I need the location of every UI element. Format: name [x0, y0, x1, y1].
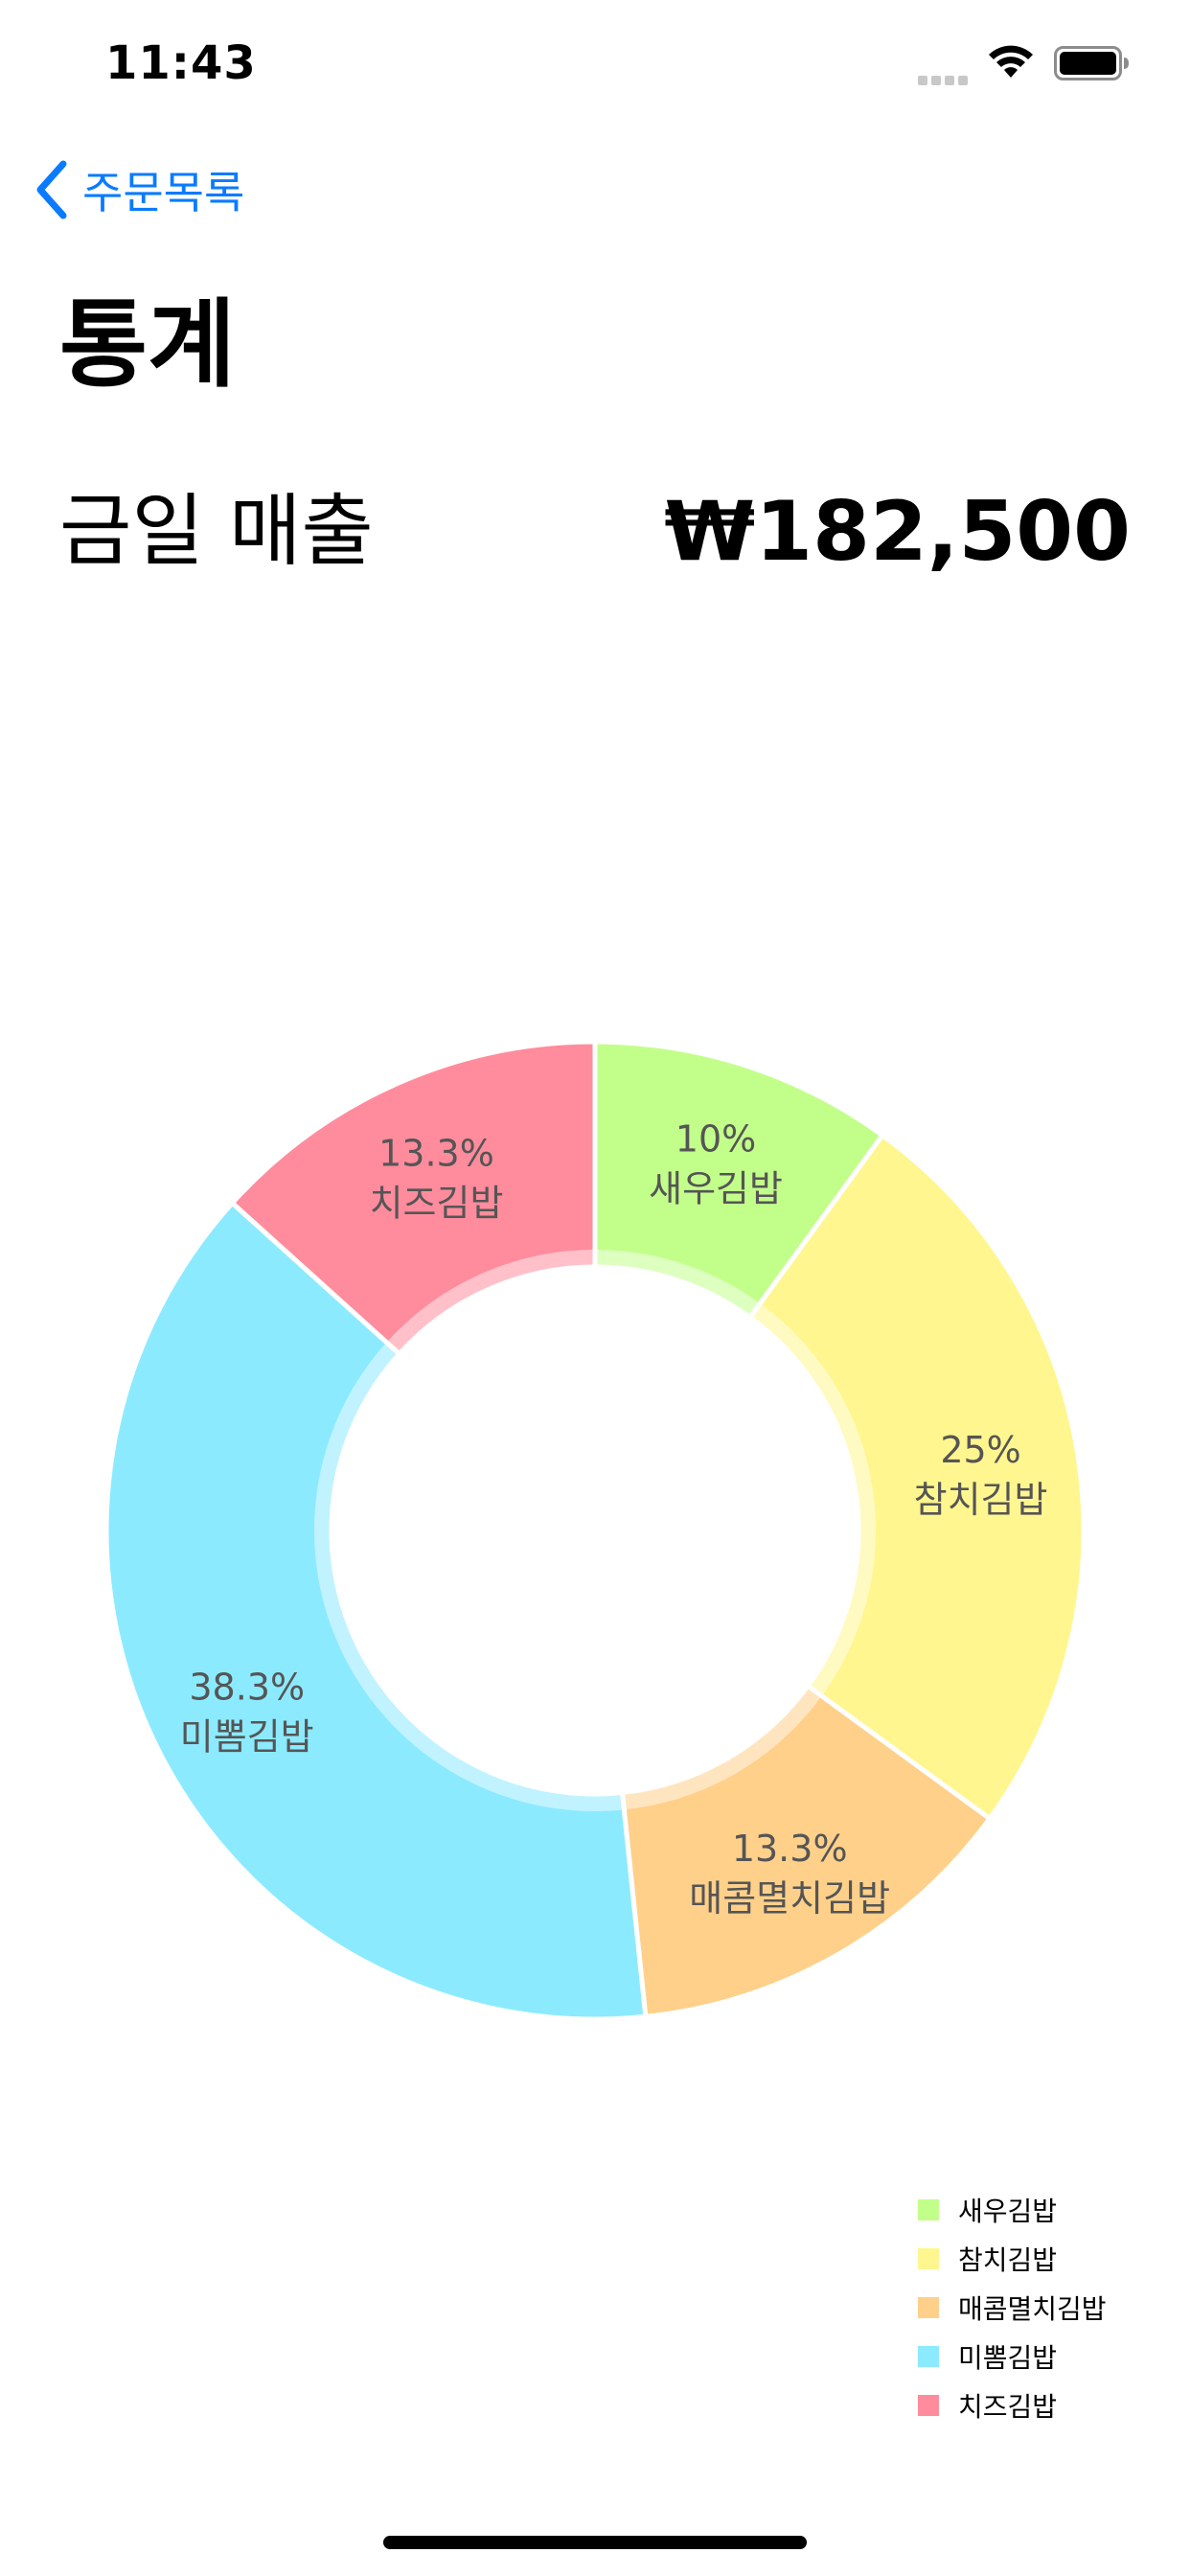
- page-title: 통계: [59, 288, 236, 401]
- slice-category-label-2: 참치김밥: [914, 1479, 1048, 1521]
- legend-item-2: 참치김밥: [918, 2234, 1107, 2283]
- legend-label-4: 미뽐김밥: [958, 2341, 1058, 2374]
- slice-percent-label-4: 38.3%: [189, 1667, 305, 1709]
- wifi-icon: [989, 45, 1033, 78]
- donut-slice-inner-band-3: [621, 1681, 822, 1810]
- donut-slice-inner-band-5: [386, 1250, 596, 1360]
- battery-icon: [1054, 46, 1129, 80]
- legend-swatch-3: [918, 2296, 939, 2318]
- slice-percent-label-2: 25%: [940, 1429, 1020, 1471]
- back-button[interactable]: 주문목록: [34, 155, 244, 224]
- slice-percent-label-5: 13.3%: [378, 1133, 494, 1175]
- slice-percent-label-1: 10%: [675, 1117, 756, 1160]
- sales-label: 금일 매출: [59, 486, 374, 577]
- home-indicator: [383, 2536, 807, 2549]
- legend-swatch-1: [918, 2198, 939, 2220]
- legend-label-5: 치즈김밥: [958, 2390, 1058, 2423]
- legend-item-1: 새우김밥: [918, 2185, 1107, 2234]
- donut-slice-3: [619, 1682, 994, 2020]
- legend-item-5: 치즈김밥: [918, 2380, 1107, 2429]
- slice-category-label-4: 미뽐김밥: [180, 1716, 314, 1759]
- cellular-signal-icon: [918, 71, 975, 85]
- status-bar: 11:43: [0, 0, 1190, 126]
- chevron-left-icon: [36, 160, 67, 219]
- donut-slice-inner-band-4: [314, 1342, 625, 1811]
- status-time: 11:43: [105, 36, 257, 90]
- legend-swatch-4: [918, 2345, 939, 2367]
- donut-slice-inner-band-1: [594, 1250, 761, 1324]
- legend-item-4: 미뽐김밥: [918, 2332, 1107, 2380]
- donut-chart: 10% 새우김밥 25% 참치김밥 13.3% 매콤멸치김밥 38.3% 미뽐김밥 13.3% 치…: [103, 1039, 1087, 2022]
- sales-value: ₩182,500: [664, 484, 1131, 580]
- back-label: 주문목록: [82, 167, 245, 218]
- donut-slice-2: [746, 1132, 1087, 1823]
- legend-label-1: 새우김밥: [958, 2195, 1058, 2227]
- donut-slice-inner-band-2: [745, 1303, 876, 1696]
- legend-swatch-5: [918, 2394, 939, 2416]
- slice-category-label-1: 새우김밥: [649, 1167, 783, 1209]
- donut-slice-5: [228, 1039, 598, 1358]
- donut-slice-4: [103, 1199, 649, 2022]
- legend-swatch-2: [918, 2247, 939, 2269]
- slice-category-label-5: 치즈김밥: [370, 1183, 504, 1225]
- legend-item-3: 매콤멸치김밥: [918, 2283, 1107, 2332]
- legend-label-3: 매콤멸치김밥: [958, 2292, 1107, 2325]
- legend-label-2: 참치김밥: [958, 2243, 1058, 2276]
- slice-percent-label-3: 13.3%: [732, 1828, 848, 1870]
- donut-slice-1: [592, 1039, 886, 1322]
- slice-category-label-3: 매콤멸치김밥: [689, 1877, 890, 1920]
